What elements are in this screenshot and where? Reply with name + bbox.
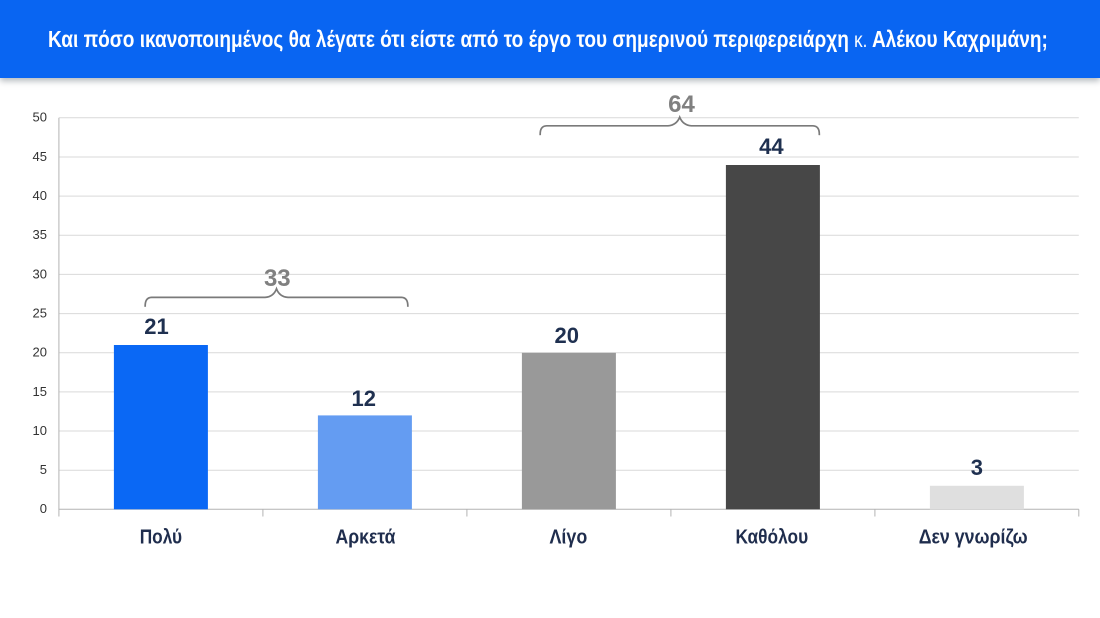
svg-text:5: 5 <box>40 462 47 477</box>
svg-text:20: 20 <box>33 345 47 360</box>
svg-text:Καθόλου: Καθόλου <box>735 527 808 549</box>
svg-text:21: 21 <box>144 314 168 339</box>
svg-text:45: 45 <box>33 149 47 164</box>
svg-text:Αρκετά: Αρκετά <box>336 527 397 549</box>
svg-text:0: 0 <box>40 501 47 516</box>
svg-text:Λίγο: Λίγο <box>550 527 588 549</box>
svg-text:10: 10 <box>33 423 47 438</box>
svg-text:3: 3 <box>971 455 983 480</box>
svg-text:35: 35 <box>33 227 47 242</box>
svg-text:Πολύ: Πολύ <box>140 527 182 549</box>
svg-text:12: 12 <box>351 386 375 411</box>
svg-text:30: 30 <box>33 266 47 281</box>
svg-text:44: 44 <box>759 134 784 159</box>
svg-text:15: 15 <box>33 384 47 399</box>
svg-text:40: 40 <box>33 188 47 203</box>
svg-text:33: 33 <box>264 265 291 292</box>
svg-text:25: 25 <box>33 306 47 321</box>
svg-text:20: 20 <box>555 323 579 348</box>
svg-text:Δεν γνωρίζω: Δεν γνωρίζω <box>919 527 1028 549</box>
svg-text:50: 50 <box>33 110 47 125</box>
svg-text:64: 64 <box>668 91 695 118</box>
